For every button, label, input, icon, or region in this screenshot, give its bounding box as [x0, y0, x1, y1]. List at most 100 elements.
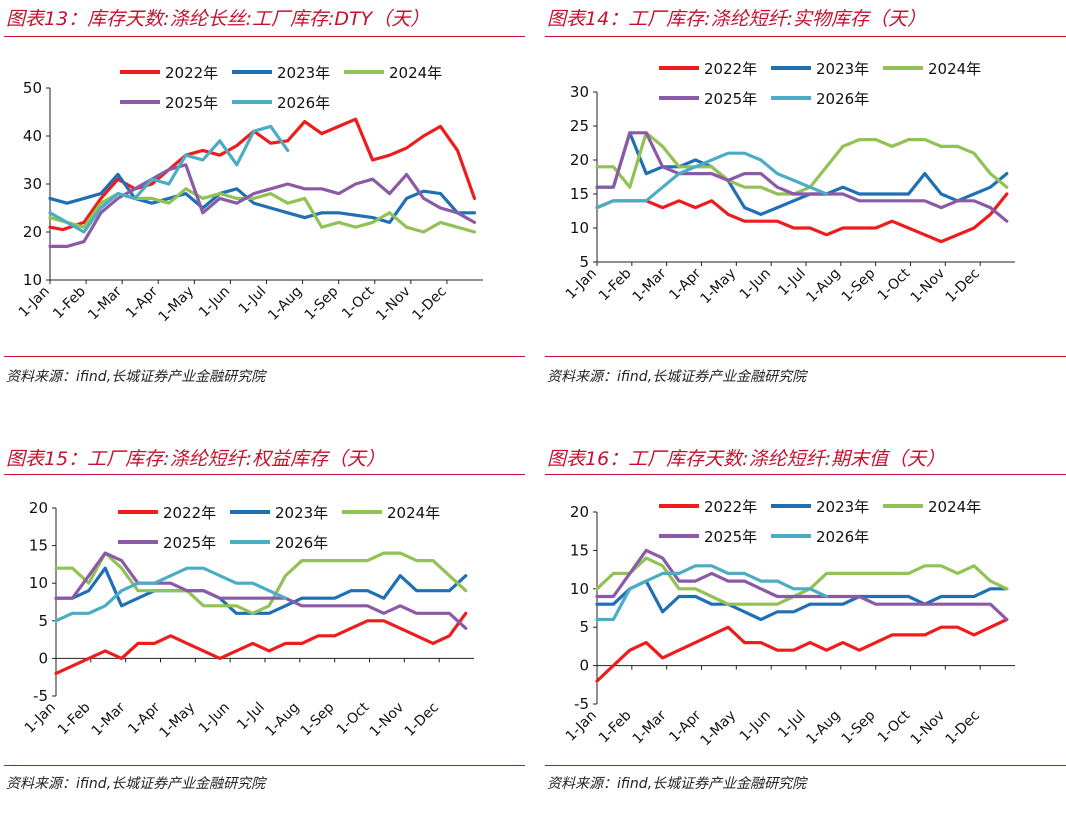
legend-label: 2022年	[704, 60, 757, 78]
y-tick-label: 15	[29, 537, 48, 555]
series-line	[595, 617, 1009, 683]
y-tick-label: 15	[570, 185, 589, 203]
x-tick-label: 1-May	[156, 284, 198, 326]
panel-chart-13: 图表13：库存天数:涤纶长丝:工厂库存:DTY（天） 10 20 30 40 50 1-J…	[0, 0, 533, 398]
y-tick-label: 0	[38, 649, 48, 667]
legend-label: 2025年	[165, 94, 218, 112]
x-tick-label: 1-Jan	[563, 266, 600, 303]
series-line	[48, 117, 477, 232]
x-tick-label: 1-Jun	[196, 284, 233, 321]
legend-label: 2025年	[704, 90, 757, 108]
title-divider	[4, 474, 525, 475]
x-tick-label: 1-Mar	[630, 265, 670, 305]
legend-label: 2026年	[277, 94, 330, 112]
panel-chart-15: 图表15：工厂库存:涤纶短纤:权益库存（天） -5 0 5 10 15 20 1-Jan 1-…	[0, 440, 533, 838]
y-tick-label: 10	[23, 271, 42, 289]
line-chart: 10 20 30 40 50 1-Jan1-Feb1-Mar1-Apr1-May1-Jun…	[16, 64, 483, 326]
series-line	[595, 564, 829, 622]
x-tick-label: 1-Oct	[334, 699, 373, 738]
chart-title: 图表13：库存天数:涤纶长丝:工厂库存:DTY（天）	[6, 8, 430, 30]
legend-label: 2022年	[704, 498, 757, 516]
source-note: 资料来源：ifind,长城证券产业金融研究院	[547, 369, 807, 385]
x-tick-label: 1-Dec	[402, 700, 442, 740]
source-note: 资料来源：ifind,长城证券产业金融研究院	[6, 776, 266, 792]
title-divider	[4, 36, 525, 37]
x-tick-label: 1-Sep	[839, 265, 879, 305]
x-tick-label: 1-Nov	[908, 708, 949, 749]
chart-title: 图表15：工厂库存:涤纶短纤:权益库存（天）	[6, 448, 385, 470]
x-tick-label: 1-Mar	[85, 283, 125, 323]
title-divider	[545, 474, 1066, 475]
legend-label: 2024年	[389, 64, 442, 82]
x-tick-label: 1-Jun	[737, 708, 774, 745]
legend-label: 2026年	[816, 528, 869, 546]
x-tick-label: 1-Feb	[50, 283, 89, 322]
x-tick-label: 1-Jun	[737, 266, 774, 303]
legend-label: 2026年	[275, 534, 328, 552]
x-tick-label: 1-Jan	[16, 284, 53, 321]
x-tick-label: 1-Sep	[298, 699, 338, 739]
y-tick-label: 20	[570, 503, 589, 521]
x-tick-label: 1-Oct	[875, 265, 914, 304]
x-tick-label: 1-Aug	[262, 700, 302, 740]
x-tick-label: 1-Jan	[563, 708, 600, 745]
chart-title: 图表14：工厂库存:涤纶短纤:实物库存（天）	[547, 8, 926, 30]
x-tick-label: 1-May	[698, 266, 740, 308]
series-line	[54, 566, 288, 623]
source-divider	[545, 356, 1066, 357]
y-tick-label: 50	[23, 79, 42, 97]
x-tick-label: 1-Sep	[839, 707, 879, 747]
x-tick-label: 1-Apr	[123, 283, 161, 321]
series-line	[48, 124, 290, 234]
series-line	[595, 192, 1009, 244]
legend-label: 2023年	[816, 60, 869, 78]
line-chart: -5051015201-Jan1-Feb1-Mar1-Apr1-May1-Jun…	[563, 498, 1015, 749]
series-line	[595, 151, 829, 210]
x-tick-label: 1-Aug	[265, 284, 305, 324]
x-tick-label: 1-Dec	[943, 708, 983, 748]
legend-label: 2022年	[165, 64, 218, 82]
y-tick-label: 30	[23, 175, 42, 193]
line-chart: -5051015201-Jan1-Feb1-Mar1-Apr1-May1-Jun…	[22, 499, 474, 741]
chart-title: 图表16：工厂库存天数:涤纶短纤:期末值（天）	[547, 448, 945, 470]
series-line	[48, 163, 477, 248]
panel-chart-14: 图表14：工厂库存:涤纶短纤:实物库存（天） 5 10 15 20 25 30 1-Jan 1…	[541, 0, 1066, 398]
series-line	[54, 551, 468, 615]
y-tick-label: 10	[570, 219, 589, 237]
source-divider	[4, 765, 525, 766]
x-tick-label: 1-Aug	[803, 266, 843, 306]
series-line	[54, 551, 468, 630]
x-tick-label: 1-Mar	[630, 707, 670, 747]
y-tick-label: 5	[579, 253, 589, 271]
y-tick-label: 5	[38, 612, 48, 630]
legend-label: 2023年	[277, 64, 330, 82]
y-tick-label: 10	[29, 574, 48, 592]
legend-label: 2022年	[163, 504, 216, 522]
legend-label: 2023年	[275, 504, 328, 522]
x-tick-label: 1-Dec	[943, 266, 983, 306]
y-tick-label: 25	[570, 117, 589, 135]
series-line	[595, 131, 1009, 196]
y-tick-label: 20	[570, 151, 589, 169]
x-tick-label: 1-Nov	[373, 284, 414, 325]
x-tick-label: 1-Mar	[89, 699, 129, 739]
x-tick-label: 1-Dec	[409, 284, 449, 324]
legend-label: 2024年	[928, 60, 981, 78]
y-tick-label: 30	[570, 83, 589, 101]
x-tick-label: 1-Aug	[803, 708, 843, 748]
x-tick-label: 1-Jan	[22, 700, 59, 737]
x-tick-label: 1-Feb	[596, 707, 635, 746]
source-note: 资料来源：ifind,长城证券产业金融研究院	[6, 369, 266, 385]
title-divider	[545, 36, 1066, 37]
series-line	[595, 548, 1009, 622]
x-tick-label: 1-Feb	[55, 699, 94, 738]
legend-label: 2025年	[163, 534, 216, 552]
y-tick-label: -5	[574, 695, 589, 713]
legend-label: 2024年	[928, 498, 981, 516]
x-tick-label: 1-Jun	[196, 700, 233, 737]
y-tick-label: -5	[33, 687, 48, 705]
series-line	[54, 566, 468, 615]
series-line	[595, 556, 1009, 606]
panel-chart-16: 图表16：工厂库存天数:涤纶短纤:期末值（天） -5 0 5 10 15 20 1-Jan 1…	[541, 440, 1066, 838]
series-line	[54, 611, 468, 675]
